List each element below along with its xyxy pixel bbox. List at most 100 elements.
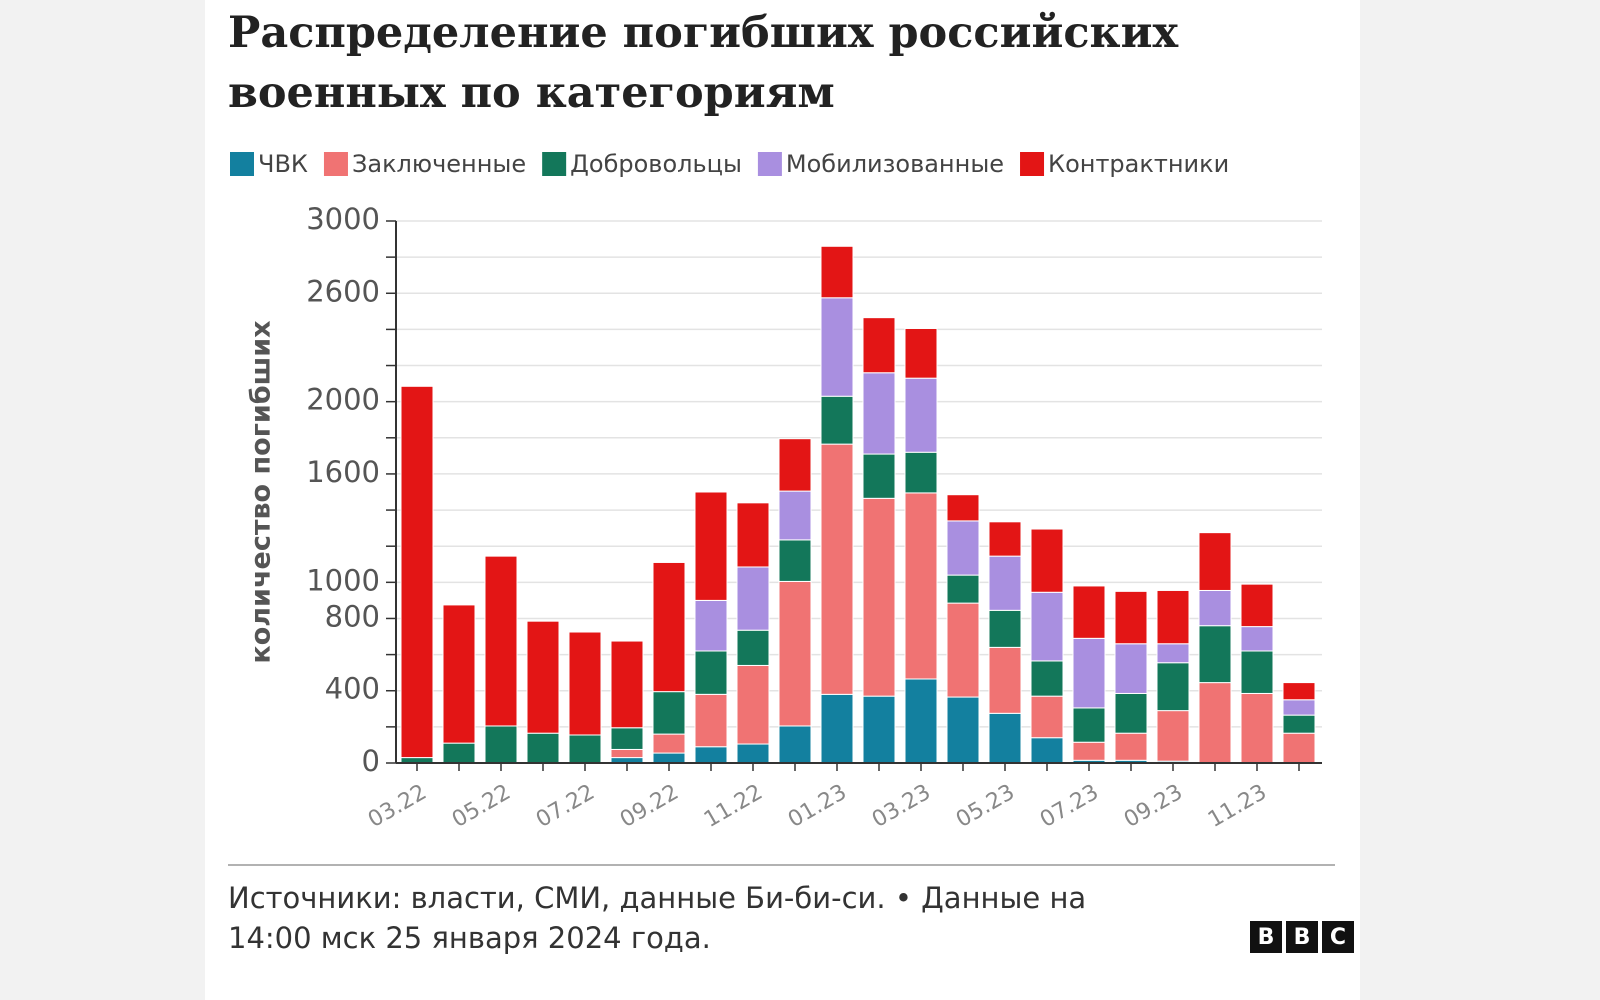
- bar-segment: [1156, 589, 1190, 645]
- bar-segment: [778, 490, 812, 541]
- bar-segment: [946, 520, 980, 576]
- bar-segment: [904, 492, 938, 680]
- y-tick-label: 800: [325, 599, 380, 633]
- bar-segment: [988, 555, 1022, 611]
- bar-segment: [694, 693, 728, 748]
- bar-segment: [652, 733, 686, 754]
- bar-segment: [778, 438, 812, 492]
- bar-segment: [988, 521, 1022, 557]
- bar-segment: [904, 327, 938, 379]
- logo-letter: B: [1258, 925, 1275, 950]
- bar-segment: [652, 561, 686, 693]
- bar-segment: [1240, 626, 1274, 652]
- logo-box: [1250, 921, 1282, 953]
- bar-segment: [652, 752, 686, 764]
- bar-segment: [610, 727, 644, 750]
- bar-segment: [442, 604, 476, 744]
- source: Источники: власти, СМИ, данные Би-би-си.…: [228, 881, 1086, 915]
- bar-segment: [988, 609, 1022, 648]
- bar-segment: [904, 377, 938, 453]
- bar-segment: [862, 372, 896, 455]
- bar-segment: [1240, 650, 1274, 694]
- legend-swatch: [1020, 152, 1045, 176]
- legend-label: ЧВК: [258, 150, 308, 178]
- chart-title: Распределение погибших российских: [228, 8, 1178, 58]
- bar-segment: [694, 599, 728, 652]
- legend-label: Заключенные: [352, 150, 526, 178]
- y-tick-label: 400: [325, 672, 380, 706]
- bar-segment: [820, 297, 854, 397]
- bar-segment: [946, 574, 980, 604]
- bar-segment: [862, 497, 896, 697]
- bar-segment: [778, 539, 812, 582]
- bar-segment: [988, 712, 1022, 764]
- bar-segment: [442, 742, 476, 764]
- y-tick-label: 3000: [306, 202, 380, 236]
- y-tick-label: 1000: [306, 563, 380, 597]
- bar-segment: [1072, 707, 1106, 743]
- bar-segment: [820, 395, 854, 445]
- bar-segment: [946, 602, 980, 698]
- bar-segment: [1198, 682, 1232, 764]
- bar-segment: [1156, 662, 1190, 712]
- bar-segment: [1198, 532, 1232, 591]
- bar-segment: [526, 620, 560, 734]
- legend-swatch: [230, 152, 254, 176]
- bar-segment: [1030, 695, 1064, 739]
- bar-segment: [1072, 585, 1106, 639]
- bar-segment: [862, 695, 896, 764]
- bar-segment: [652, 691, 686, 735]
- bar-segment: [1114, 732, 1148, 761]
- bar-segment: [1282, 682, 1316, 701]
- bar-segment: [820, 443, 854, 695]
- chart-title: военных по категориям: [228, 68, 835, 118]
- bar-segment: [820, 693, 854, 764]
- bar-segment: [946, 696, 980, 764]
- bar-segment: [736, 502, 770, 568]
- bar-segment: [1072, 637, 1106, 709]
- bar-segment: [1282, 699, 1316, 716]
- bar-segment: [1282, 732, 1316, 764]
- bar-segment: [904, 451, 938, 494]
- legend-swatch: [323, 152, 348, 176]
- source: 14:00 мск 25 января 2024 года.: [228, 921, 711, 955]
- bar-segment: [610, 640, 644, 729]
- bar-segment: [694, 650, 728, 695]
- legend-swatch: [542, 152, 567, 176]
- legend-swatch: [757, 152, 782, 176]
- bar-segment: [736, 629, 770, 666]
- bar-segment: [1030, 737, 1064, 764]
- bar-segment: [862, 453, 896, 499]
- bar-segment: [1282, 714, 1316, 734]
- bar-segment: [1030, 660, 1064, 697]
- logo-letter: C: [1330, 925, 1346, 950]
- logo-letter: B: [1294, 925, 1311, 950]
- bar-segment: [778, 725, 812, 764]
- bar-segment: [736, 743, 770, 764]
- bar-segment: [736, 664, 770, 745]
- bar-segment: [988, 646, 1022, 714]
- bar-segment: [568, 631, 602, 736]
- y-tick-label: 0: [362, 744, 380, 778]
- bar-segment: [1030, 528, 1064, 593]
- bar-segment: [610, 748, 644, 759]
- bar-segment: [400, 385, 434, 759]
- y-tick-label: 2000: [306, 383, 380, 417]
- logo-box: [1322, 921, 1354, 953]
- bar-segment: [1156, 643, 1190, 664]
- bar-segment: [862, 317, 896, 374]
- y-tick-label: 2600: [306, 274, 380, 308]
- bar-segment: [820, 245, 854, 299]
- bar-segment: [1114, 643, 1148, 694]
- bar-segment: [736, 566, 770, 631]
- bar-segment: [1240, 583, 1274, 628]
- bar-segment: [778, 580, 812, 727]
- bar-segment: [1198, 589, 1232, 627]
- bar-segment: [1114, 692, 1148, 734]
- bar-segment: [1198, 625, 1232, 684]
- legend-label: Добровольцы: [570, 150, 742, 178]
- legend-label: Мобилизованные: [786, 150, 1004, 178]
- legend-label: Контрактники: [1048, 150, 1229, 178]
